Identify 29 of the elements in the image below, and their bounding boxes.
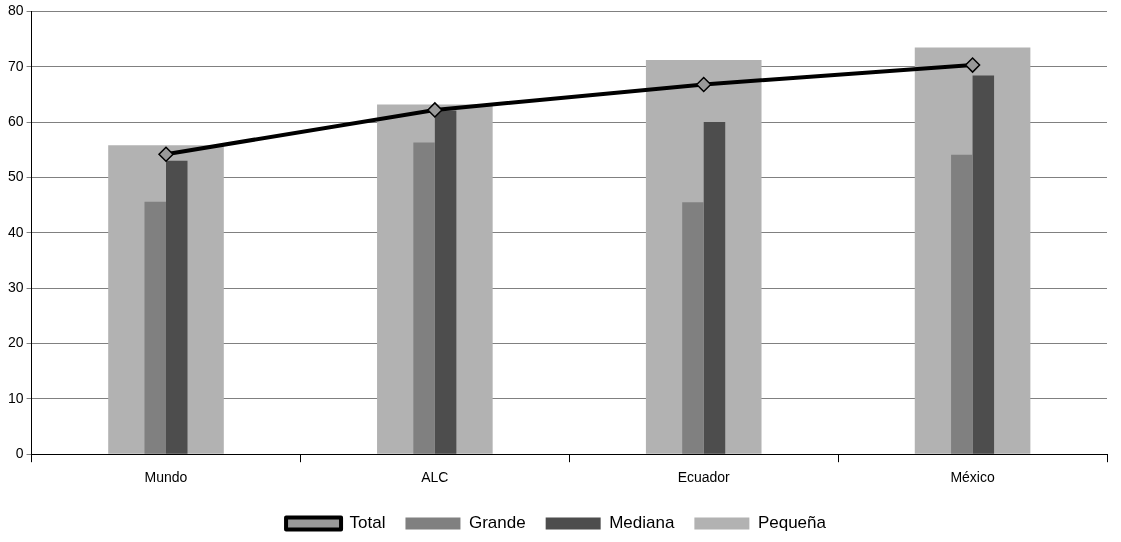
y-tick-label: 40	[7, 223, 24, 240]
bar	[972, 75, 995, 454]
y-tick-label: 10	[7, 389, 24, 406]
x-tick-label: Mundo	[144, 469, 188, 486]
y-tick-label: 30	[7, 279, 24, 296]
legend-label: Mediana	[609, 513, 675, 533]
bar	[166, 160, 188, 454]
point	[158, 146, 174, 162]
x-tick-label: México	[950, 469, 995, 486]
bar	[682, 202, 704, 454]
y-tick-label: 60	[7, 112, 24, 129]
y-tick-label: 0	[15, 445, 24, 462]
x-tick-label: Ecuador	[677, 469, 731, 486]
bar	[951, 154, 973, 454]
legend-label: Pequeña	[757, 513, 827, 533]
y-tick-label: 70	[7, 57, 24, 74]
point	[964, 57, 981, 73]
legend-label: Total	[349, 513, 386, 533]
bar	[703, 122, 726, 454]
legend-label: Grande	[468, 513, 526, 533]
point	[695, 76, 712, 93]
bar	[413, 142, 435, 454]
y-tick-label: 50	[7, 168, 24, 185]
point	[427, 102, 443, 118]
x-tick-label: ALC	[421, 469, 449, 486]
bar	[434, 110, 457, 454]
y-tick-label: 80	[7, 2, 24, 19]
bar	[144, 201, 166, 454]
y-tick-label: 20	[7, 334, 24, 351]
